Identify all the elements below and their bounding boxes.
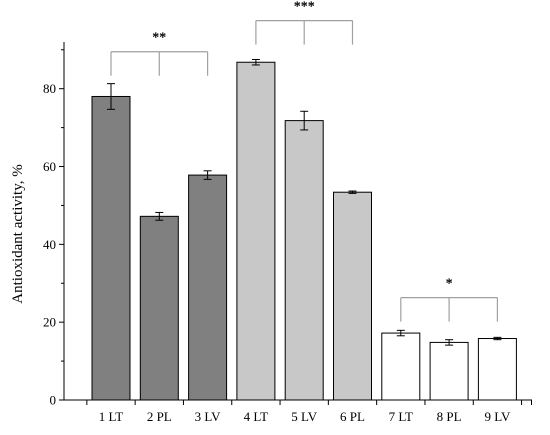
- category-label: 4 LT: [244, 409, 268, 424]
- bar: [91, 95, 131, 401]
- y-tick-label: 80: [43, 81, 56, 96]
- significance-label: *: [446, 277, 453, 292]
- bar: [139, 215, 179, 401]
- category-label: 9 LV: [484, 409, 510, 424]
- category-label: 1 LT: [99, 409, 123, 424]
- category-label: 6 PL: [340, 409, 365, 424]
- bar: [333, 191, 372, 401]
- significance-label: **: [152, 31, 166, 46]
- chart-labels: 0 20 40 60 80 1 LT 2 PL 3 LV 4 LT 5 LV 6 PL 7 LT 8 P…: [43, 0, 511, 424]
- bar: [236, 61, 276, 401]
- bar: [429, 341, 469, 401]
- y-tick-label: 60: [43, 159, 56, 174]
- y-tick-label: 0: [50, 393, 57, 408]
- significance-brackets: [110, 19, 498, 322]
- category-label: 2 PL: [147, 409, 172, 424]
- bar: [284, 120, 324, 401]
- category-label: 7 LT: [389, 409, 413, 424]
- y-tick-label: 20: [43, 315, 56, 330]
- category-label: 8 PL: [437, 409, 462, 424]
- bar: [188, 174, 228, 401]
- significance-label: ***: [294, 0, 315, 15]
- y-axis-title: Antioxidant activity, %: [10, 164, 26, 303]
- bar: [477, 338, 517, 401]
- category-label: 5 LV: [291, 409, 317, 424]
- category-label: 3 LV: [195, 409, 221, 424]
- bar: [381, 332, 421, 401]
- chart-bars: [91, 59, 517, 401]
- y-tick-label: 40: [43, 237, 56, 252]
